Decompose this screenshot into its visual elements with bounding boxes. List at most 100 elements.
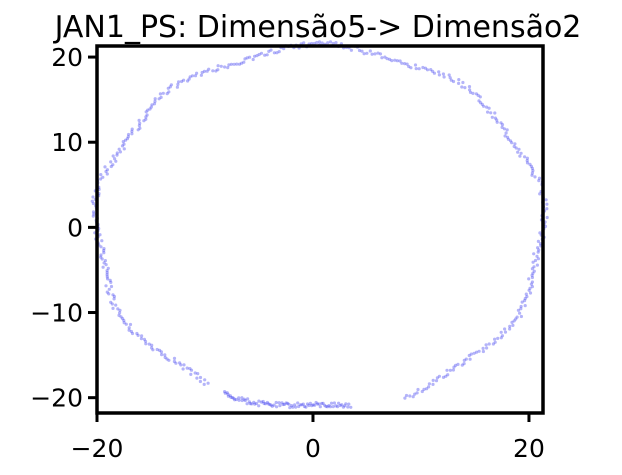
scatter-point (255, 54, 259, 58)
scatter-point (118, 311, 122, 315)
scatter-point (113, 157, 117, 161)
scatter-point (115, 153, 119, 157)
scatter-point (528, 162, 532, 166)
scatter-point (248, 402, 252, 406)
scatter-point (518, 154, 522, 158)
scatter-point (467, 353, 471, 358)
scatter-point (104, 263, 108, 267)
scatter-point (254, 401, 259, 406)
x-tick-label: −20 (71, 434, 124, 463)
scatter-point (288, 406, 292, 410)
scatter-point (235, 62, 239, 66)
scatter-point (413, 63, 418, 67)
scatter-point (469, 352, 473, 356)
scatter-point (398, 59, 402, 63)
scatter-point (189, 368, 194, 372)
scatter-point (165, 92, 169, 96)
scatter-point (278, 404, 282, 408)
scatter-point (245, 402, 249, 406)
scatter-point (284, 401, 288, 405)
scatter-point (130, 331, 135, 336)
scatter-point (169, 83, 173, 87)
scatter-point (186, 79, 190, 83)
scatter-point (435, 376, 439, 380)
y-tick-label: 10 (51, 128, 83, 157)
scatter-point (102, 251, 106, 255)
scatter-point (390, 59, 394, 63)
scatter-point (105, 290, 109, 294)
scatter-point (261, 399, 265, 404)
scatter-point (109, 280, 113, 284)
scatter-point (105, 275, 109, 279)
scatter-point (536, 257, 541, 261)
scatter-point (205, 69, 209, 73)
scatter-point (533, 258, 538, 263)
scatter-point (294, 405, 298, 409)
scatter-point (211, 69, 215, 73)
scatter-point (246, 397, 250, 401)
scatter-point (232, 62, 236, 66)
scatter-point (91, 214, 95, 218)
scatter-point (200, 70, 204, 75)
plot-frame (95, 44, 545, 415)
scatter-point (525, 159, 529, 163)
scatter-point (99, 253, 103, 257)
scatter-point (182, 78, 186, 82)
scatter-point (468, 88, 472, 92)
scatter-point (427, 382, 431, 386)
scatter-point (421, 65, 425, 70)
scatter-point (362, 52, 366, 56)
scatter-point (416, 387, 420, 392)
scatter-point (545, 207, 549, 211)
scatter-point (243, 398, 247, 403)
scatter-point (112, 294, 116, 299)
scatter-point (395, 59, 399, 63)
scatter-point (126, 132, 131, 137)
scatter-point (229, 395, 233, 399)
scatter-point (437, 374, 441, 378)
scatter-point (538, 231, 542, 235)
scatter-point (317, 402, 321, 406)
scatter-point (477, 349, 481, 353)
scatter-point (444, 374, 448, 378)
scatter-point (216, 68, 220, 72)
scatter-point (107, 292, 111, 296)
scatter-point (160, 353, 164, 357)
scatter-point (493, 116, 497, 120)
scatter-point (153, 99, 157, 103)
scatter-point (147, 342, 151, 346)
scatter-point (535, 254, 539, 258)
scatter-point (120, 144, 125, 148)
scatter-point (106, 266, 110, 270)
scatter-point (441, 72, 445, 76)
scatter-point (130, 127, 134, 131)
scatter-point (545, 215, 549, 220)
scatter-point (328, 40, 333, 44)
scatter-point (296, 401, 300, 405)
scatter-point (536, 246, 540, 250)
scatter-point (281, 402, 285, 407)
scatter-point (248, 55, 252, 59)
scatter-point (196, 372, 200, 376)
scatter-point (121, 317, 125, 321)
scatter-point (528, 286, 532, 290)
scatter-point (537, 248, 541, 252)
scatter-point (138, 121, 142, 125)
scatter-point (376, 51, 380, 55)
scatter-point (253, 54, 257, 58)
scatter-point (529, 282, 534, 286)
scatter-point (146, 108, 150, 112)
scatter-point (468, 90, 473, 94)
scatter-point (114, 303, 118, 307)
scatter-point (385, 57, 389, 61)
scatter-point (506, 137, 510, 141)
scatter-point (525, 295, 529, 299)
scatter-point (417, 67, 421, 71)
scatter-point (195, 71, 199, 75)
scatter-point (265, 400, 269, 405)
scatter-point (237, 62, 242, 66)
scatter-point (227, 63, 231, 67)
scatter-point (523, 304, 527, 308)
scatter-point (176, 82, 180, 86)
scatter-point (425, 387, 429, 391)
